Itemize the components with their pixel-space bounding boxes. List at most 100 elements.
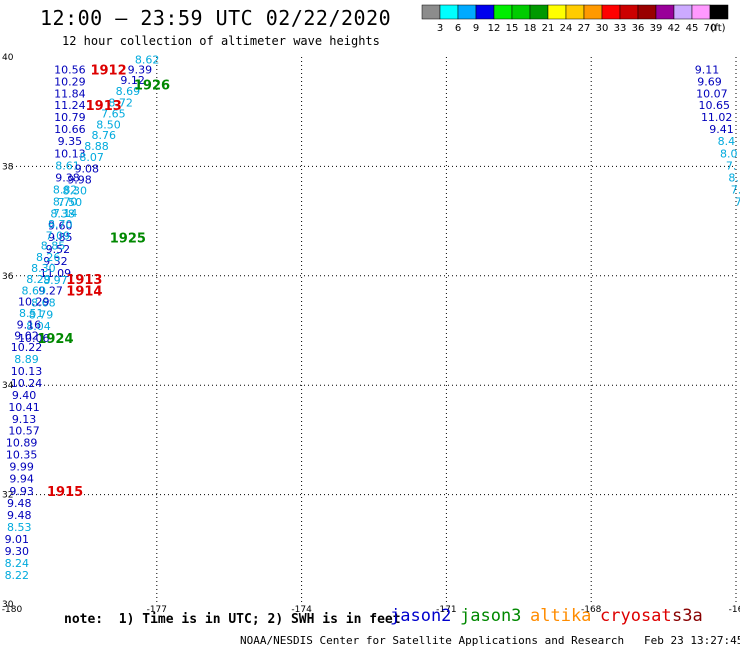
colorbar-swatch: [529, 4, 549, 20]
chart-title: 12:00 — 23:59 UTC 02/22/2020: [40, 6, 392, 30]
pass-time-label: 1915: [47, 485, 83, 500]
wave-height-point: 8.4: [718, 135, 736, 148]
colorbar-unit: (ft): [710, 23, 725, 34]
wave-height-point: 8.22: [5, 569, 30, 582]
pass-time-label: 1924: [37, 332, 73, 347]
x-tick-label: -168: [581, 605, 602, 615]
wave-height-point: 9.98: [67, 174, 92, 187]
wave-height-point: 9.99: [9, 461, 34, 474]
colorbar-label: 15: [506, 23, 519, 34]
y-tick-label: 40: [2, 53, 14, 63]
wave-height-point: 8.70: [53, 195, 78, 208]
wave-height-point: 10.57: [8, 425, 40, 438]
wave-height-point: 8.29: [26, 273, 51, 286]
y-tick-label: 36: [2, 272, 14, 282]
colorbar-swatch: [637, 4, 657, 20]
colorbar-swatch: [439, 4, 459, 20]
pass-time-label: 1912: [90, 64, 126, 79]
wave-height-point: 8.69: [21, 285, 46, 298]
wave-height-point: 8.26: [36, 251, 61, 264]
legend-jason3: jason3: [460, 606, 522, 626]
wave-height-point: 8.53: [7, 521, 32, 534]
wave-height-point: 8.89: [14, 353, 39, 366]
wave-height-point: 11.84: [54, 88, 86, 101]
colorbar-swatch: [493, 4, 513, 20]
wave-height-point: 8.79: [29, 309, 54, 322]
colorbar-swatch: [655, 4, 675, 20]
colorbar-swatch: [601, 4, 621, 20]
wave-height-point: 8.24: [5, 557, 30, 570]
wave-height-point: 9.85: [48, 231, 73, 244]
wave-height-point: 9.39: [128, 64, 153, 77]
wave-height-point: 7.50: [58, 196, 83, 209]
wave-height-point: 7.: [731, 183, 740, 196]
wave-height-point: 9.69: [697, 76, 722, 89]
colorbar-swatch: [547, 4, 567, 20]
x-tick-label: -16: [729, 605, 740, 615]
wave-height-point: 7.14: [53, 207, 78, 220]
colorbar-swatch: [511, 4, 531, 20]
colorbar-label: 18: [524, 23, 537, 34]
wave-height-point: 9.11: [695, 64, 720, 77]
colorbar-swatch: [421, 4, 441, 20]
wave-height-point: 8.50: [96, 118, 121, 131]
wave-height-point: 9.35: [58, 135, 83, 148]
x-tick-label: -177: [147, 605, 167, 615]
wave-height-point: 9.94: [9, 473, 34, 486]
wave-height-point: 9.40: [12, 389, 37, 402]
wave-height-point: 8.76: [91, 129, 116, 142]
colorbar-swatch: [691, 4, 711, 20]
wave-height-point: 10.06: [18, 332, 50, 345]
y-tick-label: 32: [2, 491, 13, 501]
legend-s3a: s3a: [672, 606, 703, 626]
wave-height-point: 8.51: [19, 307, 44, 320]
wave-height-point: 10.22: [11, 341, 43, 354]
wave-height-point: 10.89: [6, 437, 38, 450]
wave-height-point: 10.13: [54, 147, 86, 160]
colorbar-swatch: [457, 4, 477, 20]
wave-height-point: 8.82: [53, 183, 78, 196]
wave-height-point: 10.24: [11, 377, 43, 390]
x-tick-label: -171: [436, 605, 456, 615]
colorbar-label: 12: [488, 23, 501, 34]
wave-height-point: 9.41: [709, 123, 734, 136]
wave-height-point: 11.24: [54, 99, 86, 112]
wave-height-point: 8.62: [135, 54, 160, 67]
wave-height-point: 10.79: [54, 111, 86, 124]
pass-time-label: 1925: [110, 232, 146, 247]
wave-height-point: 9.93: [9, 485, 34, 498]
colorbar-label: 6: [455, 23, 461, 34]
wave-height-point: 10.41: [8, 401, 40, 414]
wave-height-point: 7.09: [46, 229, 71, 242]
pass-time-label: 1914: [66, 285, 102, 300]
wave-height-point: 9.12: [120, 74, 145, 87]
wave-height-point: 10.07: [696, 88, 728, 101]
y-tick-label: 34: [2, 381, 14, 391]
wave-height-point: 9.27: [38, 285, 63, 298]
wave-height-point: 8.61: [55, 159, 80, 172]
x-tick-label: -180: [2, 605, 23, 615]
wave-height-point: 8.88: [84, 140, 109, 153]
colorbar-label: 39: [650, 23, 663, 34]
footer-note: note: 1) Time is in UTC; 2) SWH is in fe…: [64, 612, 401, 627]
wave-height-point: 8.68: [31, 297, 56, 310]
wave-height-point: 10.29: [18, 296, 50, 309]
colorbar-swatch: [565, 4, 585, 20]
wave-height-point: 9.08: [75, 163, 100, 176]
colorbar-label: 27: [578, 23, 591, 34]
wave-height-point: 8.0: [720, 147, 738, 160]
colorbar-label: 36: [632, 23, 645, 34]
colorbar-swatch: [619, 4, 639, 20]
colorbar-label: 9: [473, 23, 479, 34]
wave-height-point: 8.07: [79, 151, 104, 164]
wave-height-point: 10.56: [54, 64, 86, 77]
pass-time-label: 1913: [86, 99, 122, 114]
wave-height-point: 8.30: [31, 262, 56, 275]
wave-height-point: 11.09: [40, 267, 72, 280]
wave-height-point: 9.02: [14, 329, 39, 342]
wave-height-point: 9.16: [17, 318, 42, 331]
colorbar-label: 42: [668, 23, 681, 34]
colorbar-label: 21: [542, 23, 555, 34]
